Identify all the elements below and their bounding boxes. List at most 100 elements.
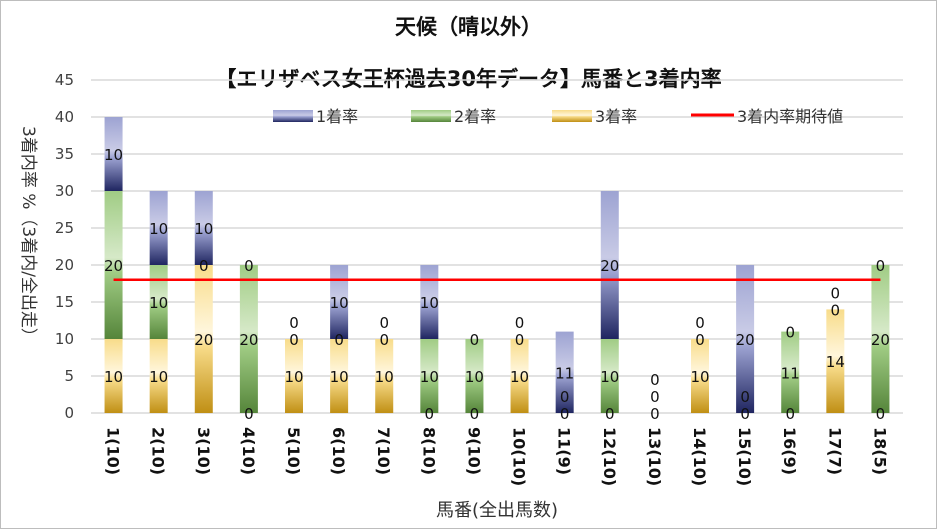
data-label: 10 [104,146,123,164]
data-label: 14 [826,353,845,371]
x-tick-label: 15(10) [735,427,754,486]
bar-segment [194,191,213,265]
y-tick-label: 0 [64,404,74,422]
data-label: 10 [284,368,303,386]
data-label: 0 [244,405,254,423]
y-tick-label: 35 [55,145,74,163]
bar-segment [194,265,213,413]
data-label: 0 [740,388,750,406]
bar-segment [420,265,439,339]
bar-segment [555,331,574,413]
data-label: 0 [831,284,841,302]
bar-segment [285,339,303,413]
data-label: 0 [560,405,570,423]
data-label: 0 [650,405,660,423]
y-tick-label: 45 [55,71,74,89]
bar-segment [871,265,890,413]
data-label: 0 [876,405,886,423]
data-label: 0 [199,257,209,275]
x-tick-label: 12(10) [600,427,619,486]
bar-segment [149,339,168,413]
bar-segment [826,309,845,413]
data-label: 10 [149,220,168,238]
x-tick-label: 3(10) [194,427,213,475]
x-tick-label: 18(5) [870,427,889,475]
chart-title: 天候（晴以外） [395,15,542,39]
legend-swatch [411,110,451,122]
data-label: 0 [425,405,435,423]
data-label: 0 [605,405,615,423]
data-label: 0 [560,388,570,406]
data-label: 10 [600,368,619,386]
data-label: 0 [515,314,525,332]
data-label: 20 [600,257,619,275]
data-label: 20 [194,331,213,349]
data-label: 11 [781,364,800,382]
bar-segment [465,339,484,413]
y-tick-label: 20 [55,256,74,274]
data-label: 0 [334,331,344,349]
x-tick-label: 11(9) [555,427,574,475]
bar-segment [600,339,619,413]
bar-segment [600,191,619,339]
y-axis-title: 3着内率 %（3着内/全出走） [18,126,38,345]
x-tick-label: 4(10) [239,427,258,475]
data-label: 11 [555,364,574,382]
legend-label: 3着内率期待値 [737,107,843,126]
data-label: 10 [149,368,168,386]
y-tick-label: 40 [55,108,74,126]
bar-segment [330,265,349,339]
data-label: 10 [690,368,709,386]
x-tick-label: 1(10) [104,427,123,475]
bar-segment [330,339,349,413]
bar-segment [149,191,168,265]
data-label: 0 [470,331,480,349]
data-label: 10 [330,368,349,386]
x-tick-label: 8(10) [419,427,438,475]
data-label: 0 [695,314,705,332]
chart-subtitle: 【エリザベス女王杯過去30年データ】馬番と3着内率 [215,67,722,91]
legend-label: 2着率 [454,107,496,126]
legend-label: 1着率 [316,107,358,126]
bar-segment [104,339,123,413]
bar-segment [781,331,800,413]
bar-segment [510,339,529,413]
data-label: 20 [736,331,755,349]
x-tick-label: 6(10) [329,427,348,475]
data-label: 0 [515,331,525,349]
data-label: 10 [104,368,123,386]
x-tick-label: 2(10) [149,427,168,475]
data-label: 10 [194,220,213,238]
y-tick-label: 15 [55,293,74,311]
x-tick-label: 9(10) [464,427,483,475]
legend-swatch [552,110,592,122]
data-label: 0 [289,314,299,332]
x-tick-label: 14(10) [690,427,709,486]
data-label: 10 [420,368,439,386]
y-tick-label: 10 [55,330,74,348]
x-tick-label: 7(10) [374,427,393,475]
data-label: 20 [871,331,890,349]
bar-segment [375,339,394,413]
legend-swatch [273,110,313,122]
data-label: 10 [330,294,349,312]
bar-segment [691,339,709,413]
data-label: 0 [470,405,480,423]
x-tick-label: 5(10) [284,427,303,475]
x-tick-label: 13(10) [645,427,664,486]
data-label: 0 [876,257,886,275]
data-label: 10 [465,368,484,386]
x-tick-label: 10(10) [510,427,529,486]
y-tick-label: 25 [55,219,74,237]
data-label: 0 [650,388,660,406]
data-label: 10 [420,294,439,312]
bar-segment [104,117,123,191]
bar-segment [420,339,439,413]
data-label: 0 [289,331,299,349]
data-label: 0 [831,301,841,319]
data-label: 10 [149,294,168,312]
bar-segment [736,265,755,413]
bar-segment [104,191,123,339]
data-label: 0 [379,331,389,349]
